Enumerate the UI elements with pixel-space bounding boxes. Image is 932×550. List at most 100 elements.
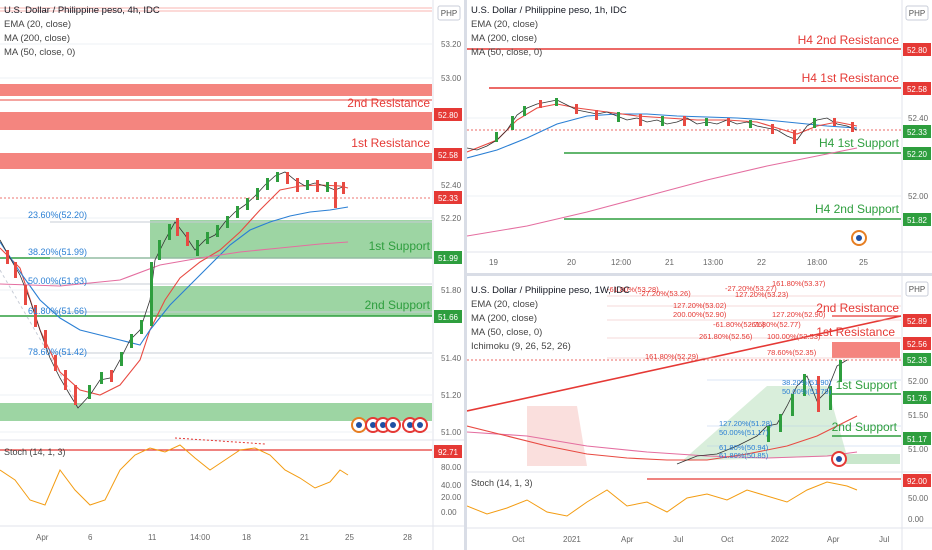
currency-badge (437, 5, 461, 21)
chart-panel-1w[interactable]: 161.80%(53.37) -61.80%(53.28) -27.20%(53… (467, 276, 932, 550)
chart-text: 51.17 (907, 435, 928, 444)
time-tick: 2022 (771, 535, 789, 544)
chart-mark (130, 334, 133, 348)
chart-text: 127.20%(52.90) (772, 310, 826, 319)
chart-mark (833, 118, 836, 126)
chart-text: 51.66 (438, 313, 459, 322)
badge-sup1 (434, 251, 462, 264)
chart-text: 127.20%(53.02) (673, 301, 727, 310)
chart-text: 200.00%(52.90) (673, 310, 727, 319)
chart-mark (100, 372, 103, 384)
chart-mark (140, 320, 143, 334)
sup1-label-1w: 1st Support (836, 378, 898, 392)
chart-mark (903, 391, 931, 404)
price-tick: 52.00 (908, 192, 929, 201)
chart-mark (639, 114, 642, 126)
res2-label: 2nd Resistance (347, 96, 430, 110)
price-tick: 53.00 (441, 74, 462, 83)
price-tick: 52.40 (908, 114, 929, 123)
chart-mark (817, 376, 820, 412)
chart-text: 52.58 (907, 85, 928, 94)
chart-mark (316, 180, 319, 192)
price-tick: 51.20 (441, 391, 462, 400)
chart-text: 78.60%(52.35) (767, 348, 817, 357)
chart-text: 261.80%(52.56) (699, 332, 753, 341)
chart-mark (206, 232, 209, 244)
time-tick: Apr (827, 535, 840, 544)
panel-divider-horizontal[interactable] (467, 273, 932, 276)
chart-mark (856, 235, 862, 241)
chart-mark (176, 218, 179, 236)
chart-text: 50.00%(51.17) (719, 428, 769, 437)
price-tick: 52.00 (908, 377, 929, 386)
badge-stoch-4h (434, 445, 462, 458)
chart-mark (607, 295, 901, 359)
chart-4h-svg: 2nd Resistance 1st Resistance 1st Suppor… (0, 0, 464, 550)
ma200-line (0, 241, 349, 287)
chart-mark (903, 213, 931, 226)
ma200-1h (467, 147, 858, 237)
chart-mark (88, 385, 91, 399)
chart-mark (813, 118, 816, 128)
panel-divider-vertical[interactable] (464, 0, 467, 550)
chart-mark (50, 221, 432, 354)
chart-text: 92.00 (907, 477, 928, 486)
chart-text: PHP (441, 9, 457, 18)
chart-mark (705, 118, 708, 126)
chart-mark (266, 178, 269, 190)
chart-mark (903, 353, 931, 366)
chart-mark (44, 330, 47, 348)
chart-panel-1h[interactable]: H4 2nd Resistance H4 1st Resistance H4 1… (467, 0, 932, 273)
chart-mark (793, 130, 796, 144)
chart-mark (836, 456, 842, 462)
time-tick: 25 (345, 533, 354, 542)
time-tick: Apr (621, 535, 634, 544)
chart-mark (24, 285, 27, 305)
chart-text: 92.71 (438, 448, 459, 457)
chart-mark (771, 124, 774, 134)
chart-text: 127.20%(51.28) (719, 419, 773, 428)
chart-text: 161.80%(53.37) (772, 279, 826, 288)
chart-mark (356, 422, 362, 428)
chart-mark (168, 224, 171, 240)
res2-zone-b (0, 112, 432, 130)
chart-text: 52.33 (438, 194, 459, 203)
chart-mark (803, 374, 806, 396)
chart-panel-4h[interactable]: 2nd Resistance 1st Resistance 1st Suppor… (0, 0, 464, 550)
time-tick: 28 (403, 533, 412, 542)
chart-mark (256, 188, 259, 200)
time-tick: 14:00 (190, 533, 211, 542)
chart-mark (380, 422, 386, 428)
fib-label: 50.00%(51.83) (28, 276, 87, 286)
chart-text: 52.33 (907, 356, 928, 365)
chart-text: PHP (909, 9, 925, 18)
chart-mark (539, 100, 542, 108)
chart-mark (370, 422, 376, 428)
chart-mark (903, 82, 931, 95)
chart-mark (342, 182, 345, 194)
candles-1w (767, 360, 842, 442)
price-tick: 52.40 (441, 181, 462, 190)
chart-mark (595, 110, 598, 120)
ema20-1w (467, 415, 858, 461)
chart-mark (226, 216, 229, 228)
chart-text: 52.33 (907, 128, 928, 137)
chart-text: 127.20%(53.23) (735, 290, 789, 299)
currency-badge (905, 5, 929, 21)
chart-mark (306, 180, 309, 190)
chart-text: -61.80%(52.76) (713, 320, 765, 329)
chart-mark (511, 116, 514, 130)
price-tick: 51.00 (908, 445, 929, 454)
chart-mark (196, 240, 199, 256)
chart-mark (64, 370, 67, 390)
chart-mark (286, 172, 289, 184)
chart-mark (903, 432, 931, 445)
chart-mark (779, 414, 782, 432)
fib-label: 23.60%(52.20) (28, 210, 87, 220)
chart-mark (903, 147, 931, 160)
stoch-tick: 50.00 (908, 494, 929, 503)
time-tick: 6 (88, 533, 93, 542)
time-tick: 21 (665, 258, 674, 267)
stoch-tick: 80.00 (441, 463, 462, 472)
